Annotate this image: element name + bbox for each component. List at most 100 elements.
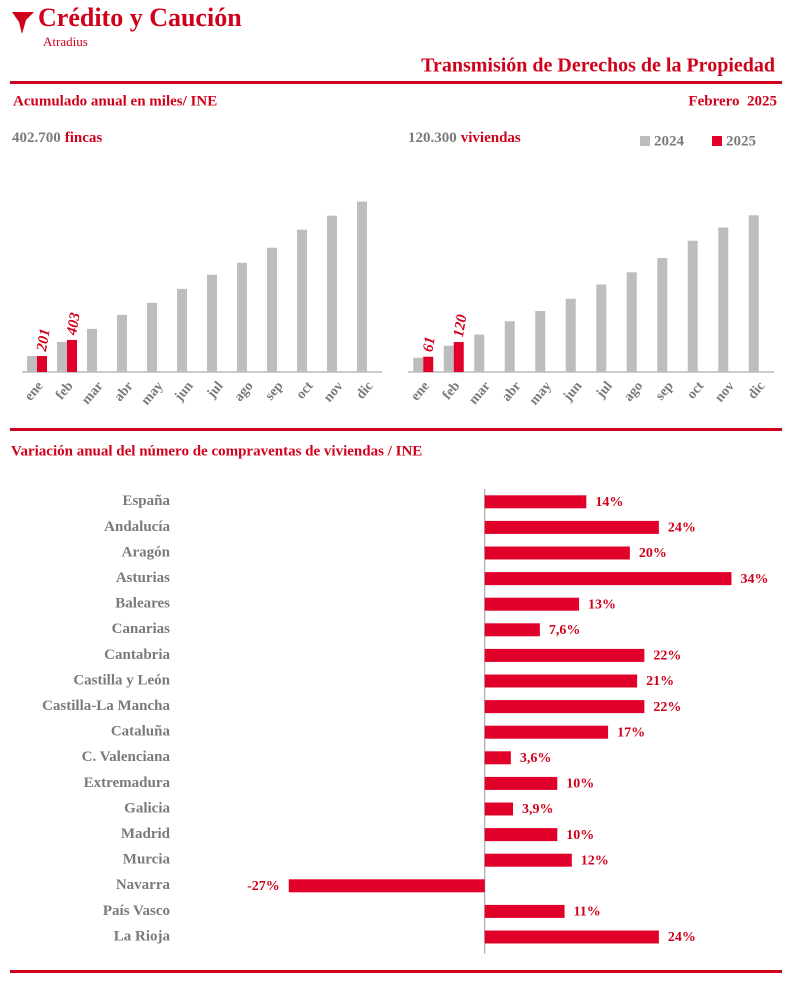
bar [443,345,454,372]
data-label: 12% [581,853,609,868]
data-label: 10% [566,828,594,843]
data-label: 22% [653,700,681,715]
x-tick-label: may [527,379,555,408]
category-label: Cataluña [111,724,171,740]
data-label: 3,9% [522,802,554,817]
data-label: 14% [595,495,623,510]
bar [327,215,337,372]
bar [484,725,609,739]
data-label: 11% [574,905,601,920]
bar [596,284,607,372]
data-label: 201 [34,327,54,353]
bar [484,623,540,637]
data-label: 17% [617,725,645,740]
x-tick-label: feb [53,379,77,403]
data-label: 120 [451,313,471,338]
x-tick-label: ago [621,379,646,405]
bar [748,215,759,372]
bar [297,229,307,372]
rule [10,970,782,973]
bar [484,597,580,611]
x-tick-label: may [139,379,167,408]
data-label: 3,6% [520,751,552,766]
chart-title: Variación anual del número de compravent… [11,443,422,459]
subtitle: Acumulado anual en miles/ INE [13,93,217,109]
headline: 120.300 viviendas [408,130,521,146]
bar [484,674,638,688]
bar [207,274,217,372]
bar [67,339,77,372]
x-tick-label: dic [745,379,768,402]
category-label: Galicia [124,800,170,816]
category-label: Madrid [121,826,171,842]
data-label: 21% [646,674,674,689]
x-tick-label: jun [171,379,196,405]
data-label: 22% [653,649,681,664]
category-label: Navarra [116,877,171,893]
x-tick-label: jun [560,379,585,405]
bar [453,342,464,372]
bar [484,700,645,714]
bar [484,904,565,918]
category-label: Andalucía [104,519,170,535]
category-label: España [122,493,170,509]
bar [413,357,424,372]
bar [177,288,187,372]
bar [484,853,572,867]
bar [357,201,367,372]
category-label: La Rioja [114,928,171,944]
bar [687,240,698,372]
data-label: 34% [740,572,768,587]
x-tick-label: ago [232,379,257,405]
brand-sub: Atradius [43,34,88,49]
bar [657,258,668,372]
bar [37,356,47,372]
x-tick-label: nov [321,379,347,405]
x-tick-label: jul [593,379,616,402]
date: Febrero 2025 [688,93,777,109]
x-tick-label: ene [22,379,46,404]
bar [288,879,485,893]
data-label: 13% [588,597,616,612]
rule [10,81,782,84]
brand: Crédito y Caución [38,3,242,32]
x-tick-label: jul [204,379,227,402]
headline-value: 120.300 [408,130,457,146]
bar [147,302,157,372]
bar [57,341,67,372]
x-tick-label: abr [499,379,524,405]
x-tick-label: feb [440,379,464,403]
x-tick-label: ene [408,379,432,404]
x-tick-label: mar [79,379,106,408]
bar [484,648,645,662]
page-title: Transmisión de Derechos de la Propiedad [421,55,775,77]
x-tick-label: oct [684,379,707,403]
bar [484,751,511,765]
headline-unit: viviendas [461,130,521,146]
bar [117,314,127,372]
headline-value: 402.700 [12,130,61,146]
bar [484,520,659,534]
legend-label: 2025 [726,133,756,149]
bar [267,247,277,372]
bar [484,546,630,560]
bar [484,776,558,790]
bar [484,802,514,816]
x-tick-label: sep [263,379,287,404]
bar [474,334,485,372]
bar [27,356,37,372]
data-label: -27% [247,879,280,894]
category-label: Castilla-La Mancha [42,698,170,714]
data-label: 20% [639,546,667,561]
data-label: 7,6% [549,623,581,638]
bar [718,227,729,372]
category-label: Murcia [123,852,171,868]
category-label: Castilla y León [73,672,170,688]
category-label: Asturias [116,570,170,586]
legend-label: 2024 [654,133,685,149]
x-tick-label: dic [354,379,377,402]
headline-unit: fincas [65,130,103,146]
data-label: 10% [566,777,594,792]
x-tick-label: abr [112,379,137,405]
bar [484,828,558,842]
